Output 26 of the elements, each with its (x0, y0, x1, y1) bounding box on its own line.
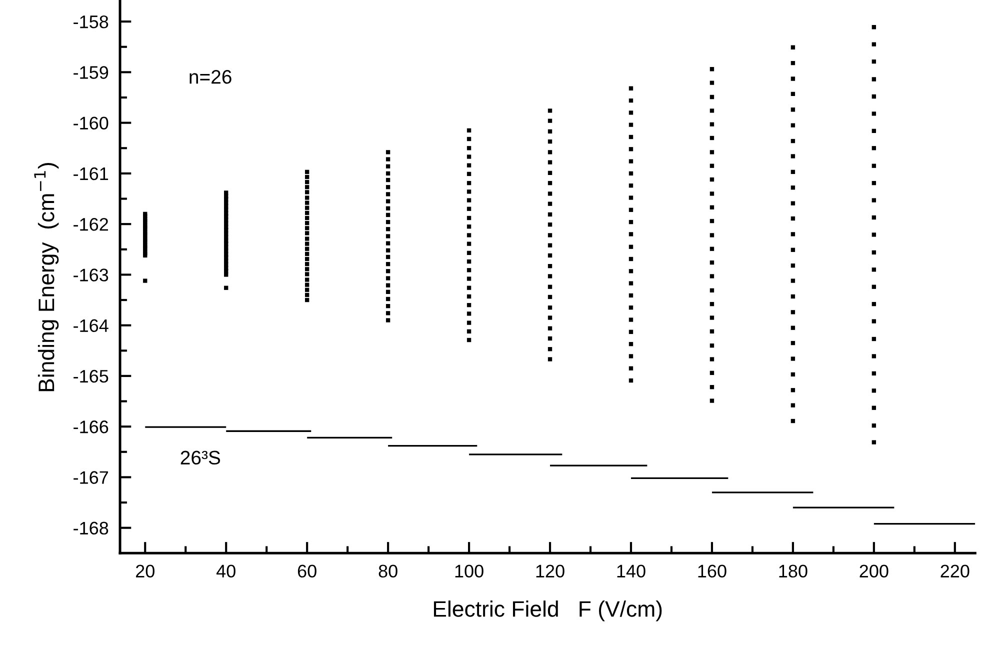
y-tick-label: -166 (74, 420, 108, 434)
y-tick-label: -159 (74, 66, 108, 79)
x-tick-label: 20 (136, 564, 154, 578)
x-tick-label: 140 (617, 564, 646, 578)
y-tick-label: -161 (74, 167, 108, 180)
y-tick-label: -165 (74, 370, 108, 383)
x-tick-label: 120 (536, 564, 564, 578)
y-tick-label: -167 (74, 471, 108, 484)
y-tick-label: -162 (74, 218, 108, 231)
x-tick-label: 200 (860, 564, 888, 578)
y-tick-label: -168 (74, 522, 108, 535)
annotation: n=26 (190, 70, 232, 84)
annotation: 26³S (180, 450, 220, 465)
x-tick-label: 100 (455, 564, 484, 578)
x-tick-label: 160 (698, 564, 726, 578)
x-tick-label: 40 (216, 564, 236, 578)
y-tick-label: -160 (74, 116, 108, 130)
x-tick-label: 60 (298, 564, 316, 578)
x-axis-title: Electric Field F (V/cm) (434, 600, 662, 622)
y-tick-label: -164 (74, 319, 108, 332)
y-tick-label: -158 (74, 15, 108, 28)
x-tick-label: 180 (779, 564, 808, 578)
x-tick-label: 220 (940, 564, 970, 578)
y-axis-title: Binding Energy (cm$^{−1}$) (34, 163, 59, 392)
y-tick-label: -163 (74, 268, 108, 282)
x-tick-label: 80 (378, 564, 398, 578)
